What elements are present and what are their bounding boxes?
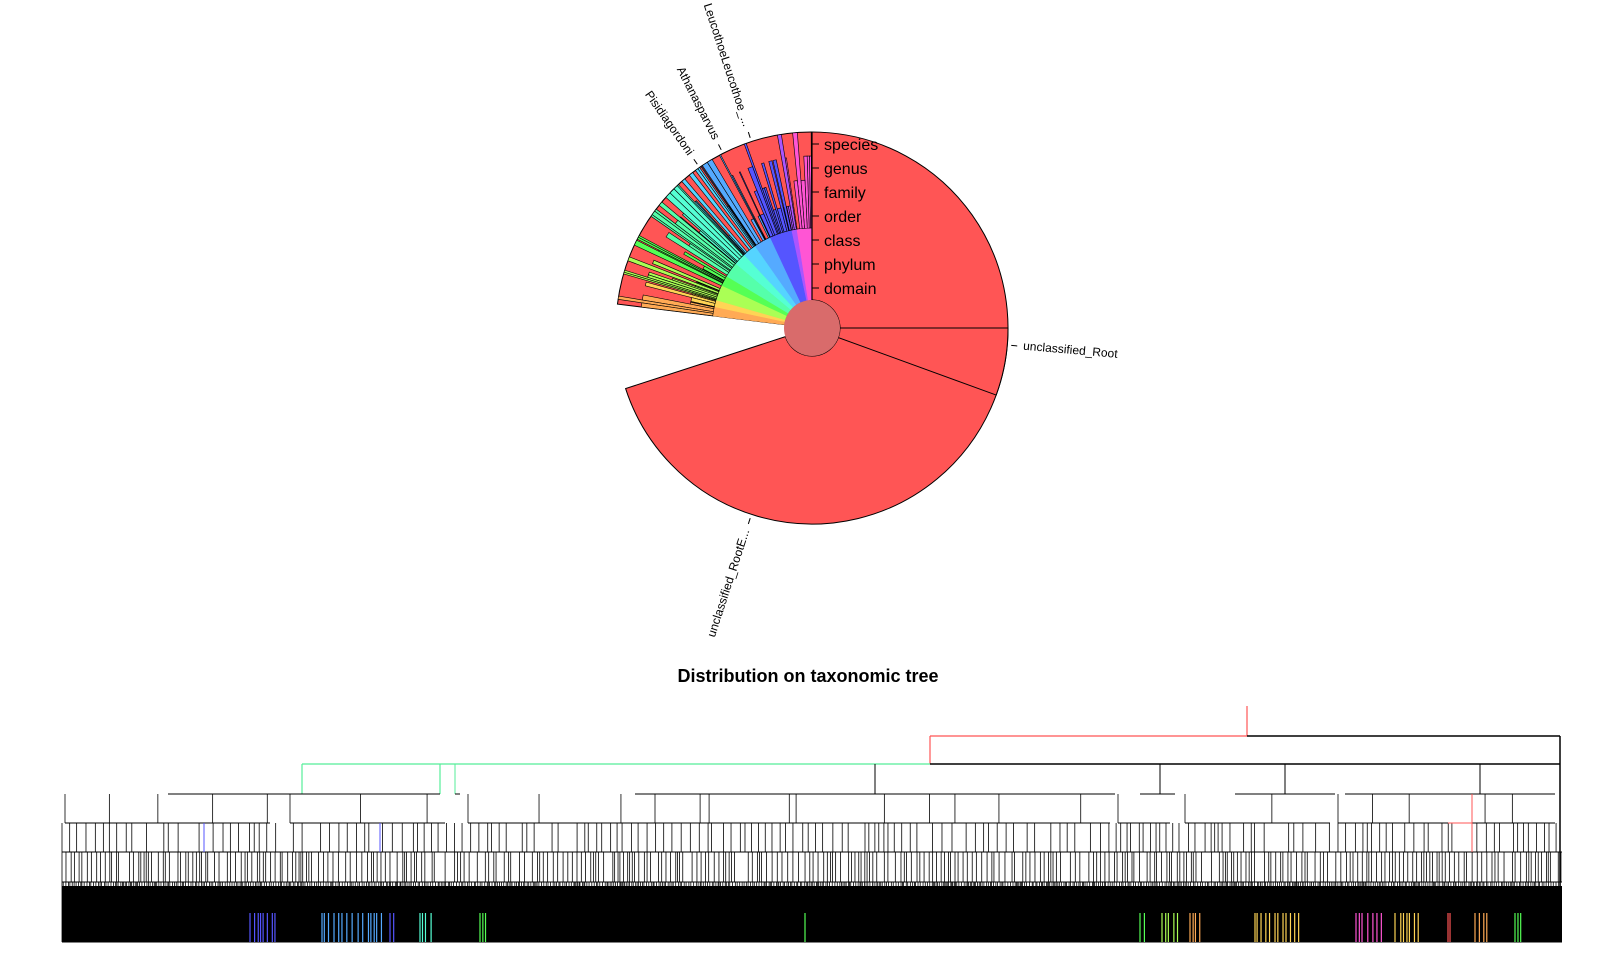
rank-label-species: species — [824, 137, 878, 154]
rank-label-genus: genus — [824, 161, 868, 178]
taxon-label: unclassified_RootE... — [704, 527, 752, 639]
taxon-leader — [1011, 345, 1017, 346]
taxon-leader — [748, 518, 750, 524]
rank-label-family: family — [824, 185, 866, 202]
taxon-leader — [694, 159, 697, 164]
rank-label-phylum: phylum — [824, 257, 876, 274]
root-hub — [784, 300, 840, 356]
sunburst-chart — [617, 132, 1008, 524]
rank-label-domain: domain — [824, 281, 876, 298]
tree-title: Distribution on taxonomic tree — [677, 666, 938, 686]
rank-label-class: class — [824, 233, 860, 250]
taxon-leader — [748, 132, 750, 138]
taxonomic-tree — [62, 706, 1562, 942]
taxon-leader — [718, 144, 721, 149]
rank-label-order: order — [824, 209, 862, 226]
tree-dense-band — [62, 886, 1562, 942]
taxon-label: unclassified_Root — [1023, 339, 1119, 361]
